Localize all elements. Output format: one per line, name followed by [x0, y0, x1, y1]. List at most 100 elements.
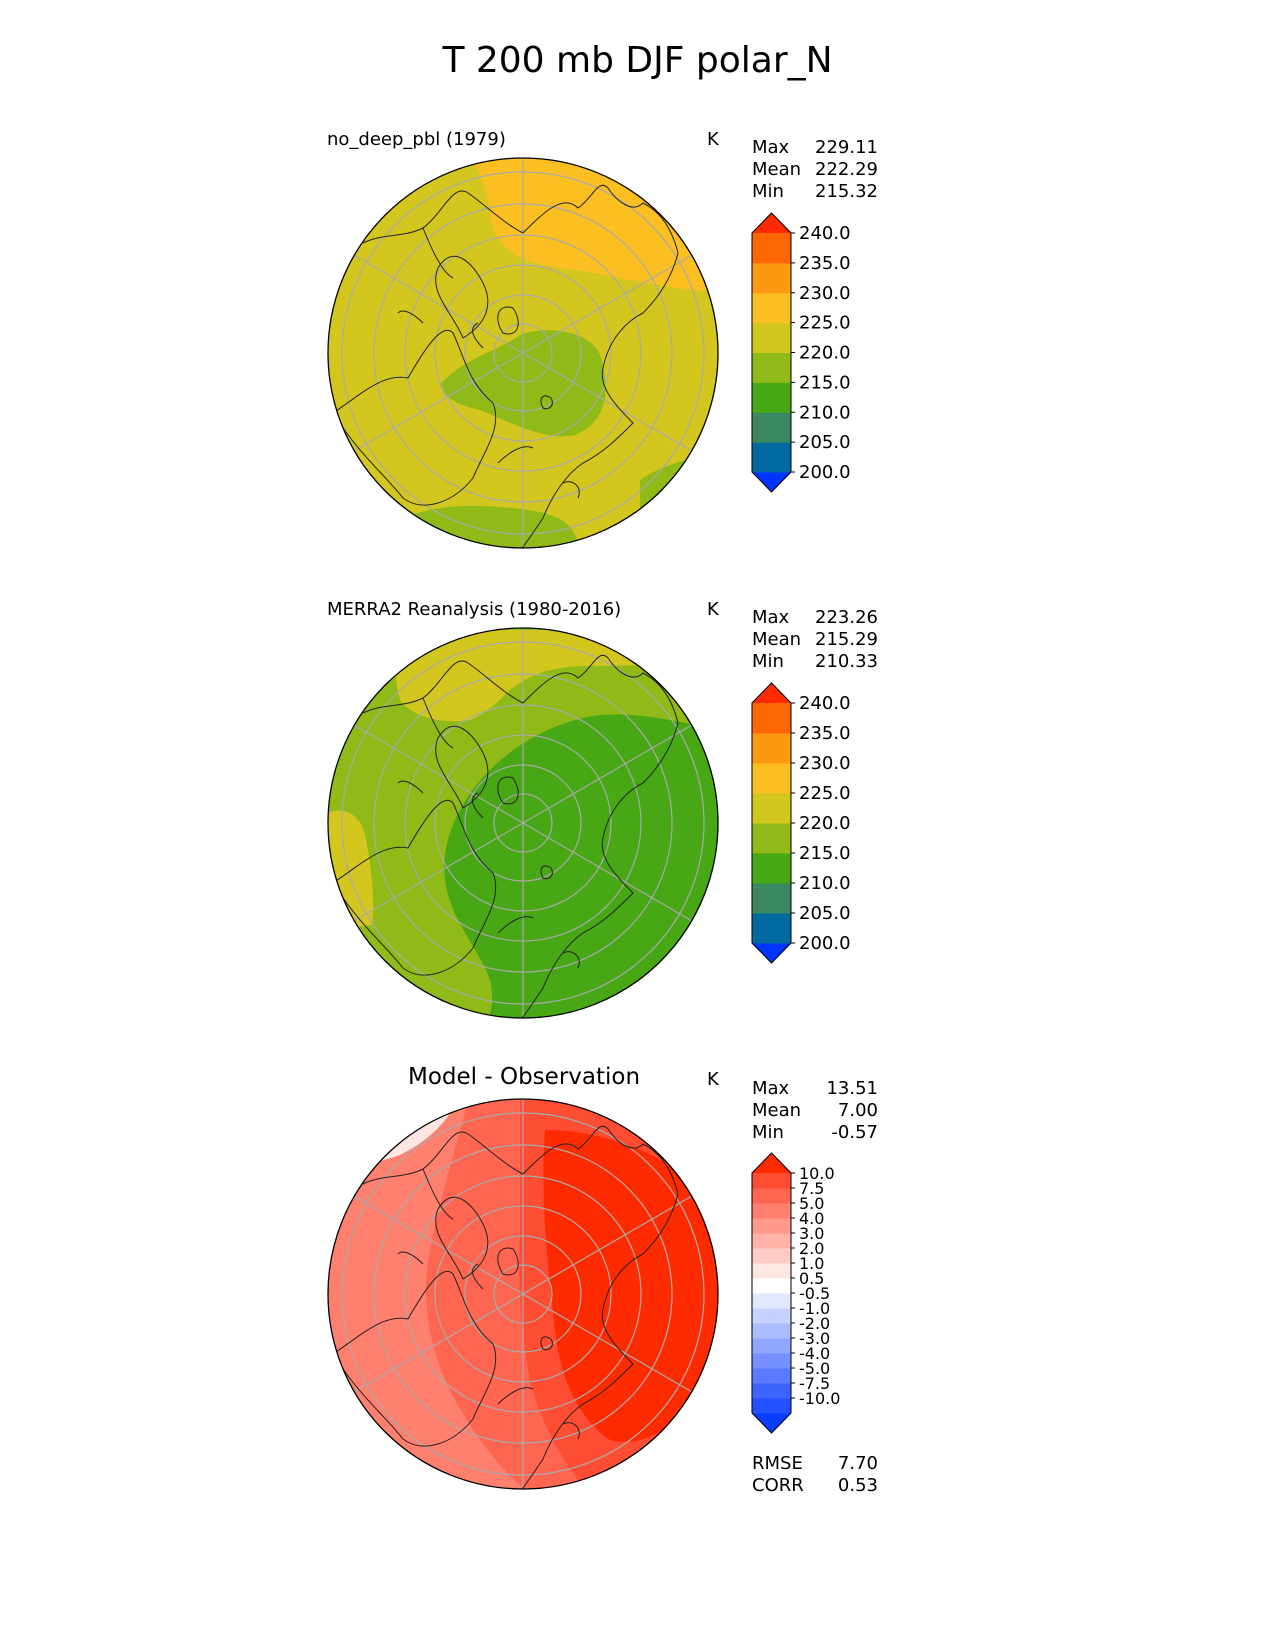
stat-value: 7.70: [837, 1453, 878, 1474]
colorbar-segment: [752, 1278, 791, 1294]
panel-3-title: Model - Observation: [408, 1064, 641, 1090]
colorbar-extend-low: [752, 943, 791, 963]
colorbar-tick-label: -4.0: [799, 1344, 830, 1363]
map-boundary: [327, 627, 719, 1019]
colorbar-tick-label: -7.5: [799, 1374, 830, 1393]
colorbar-tick-label: -0.5: [799, 1284, 830, 1303]
stat-mean-row: Mean 215.29: [752, 629, 878, 651]
stat-label: Max: [752, 607, 790, 628]
colorbar-tick-label: 205.0: [799, 432, 851, 453]
colorbar-extend-low: [752, 472, 791, 492]
stat-min-row: Min -0.57: [752, 1122, 878, 1144]
map-boundary: [327, 157, 719, 549]
colorbar-segment: [752, 382, 791, 413]
colorbar-tick-label: 4.0: [799, 1209, 824, 1228]
colorbar-tick-label: 205.0: [799, 903, 851, 924]
colorbar-segment: [752, 883, 791, 914]
colorbar-segment: [752, 292, 791, 324]
colorbar-tick-label: -1.0: [799, 1299, 830, 1318]
colorbar-tick-label: 200.0: [799, 933, 851, 954]
stat-label: Min: [752, 651, 784, 672]
colorbar-tick-label: 215.0: [799, 372, 851, 393]
colorbar-tick-label: 1.0: [799, 1254, 824, 1273]
colorbar-segment: [752, 1308, 791, 1324]
colorbar-panel-3: 10.07.55.04.03.02.01.00.5-0.5-1.0-2.0-3.…: [751, 1152, 840, 1434]
colorbar-tick-label: 230.0: [799, 753, 851, 774]
stat-label: Max: [752, 137, 790, 158]
panel-2-title: MERRA2 Reanalysis (1980-2016): [327, 599, 622, 620]
colorbar-segment: [752, 1173, 791, 1189]
stat-label: CORR: [752, 1475, 804, 1496]
colorbar-segment: [752, 1248, 791, 1264]
panel-2-units: K: [707, 599, 719, 620]
colorbar-segment: [752, 733, 791, 764]
colorbar-tick-label: -5.0: [799, 1359, 830, 1378]
graticule: [341, 628, 705, 1018]
colorbar-tick-label: 230.0: [799, 283, 851, 304]
colorbar-tick-label: 200.0: [799, 462, 851, 483]
stat-label: RMSE: [752, 1453, 803, 1474]
stat-label: Min: [752, 181, 784, 202]
colorbar-segment: [752, 352, 791, 383]
colorbar-segment: [752, 913, 791, 944]
colorbar-tick-label: 0.5: [799, 1269, 824, 1288]
stat-label: Min: [752, 1122, 784, 1143]
colorbar-tick-label: -2.0: [799, 1314, 830, 1333]
stat-label: Max: [752, 1078, 790, 1099]
panel-1-title: no_deep_pbl (1979): [327, 129, 506, 150]
colorbar-panel-1: 240.0 235.0 230.0 225.0 220.0 215.0 210.0 205.0…: [751, 212, 851, 493]
colorbar-tick-label: 235.0: [799, 723, 851, 744]
colorbar-tick-label: 210.0: [799, 402, 851, 423]
colorbar-tick-label: 220.0: [799, 343, 851, 364]
stat-mean-row: Mean 7.00: [752, 1100, 878, 1122]
stat-value: 7.00: [837, 1100, 878, 1121]
colorbar-tick-label: 240.0: [799, 223, 851, 244]
colorbar-tick-label: 210.0: [799, 873, 851, 894]
colorbar-tick-label: -3.0: [799, 1329, 830, 1348]
colorbar-extend-high: [752, 213, 791, 233]
map-panel-2: [327, 627, 719, 1019]
stat-label: Mean: [752, 629, 802, 650]
stat-value: 215.32: [815, 181, 878, 202]
stat-value: 222.29: [815, 159, 878, 180]
graticule: [341, 158, 705, 548]
stat-min-row: Min 210.33: [752, 651, 878, 673]
stat-value: 215.29: [815, 629, 878, 650]
colorbar-segment: [752, 823, 791, 854]
colorbar-segment: [752, 1218, 791, 1234]
colorbar-segment: [752, 793, 791, 824]
colorbar-segment: [752, 1383, 791, 1399]
stat-min-row: Min 215.32: [752, 181, 878, 203]
colorbar-tick-label: 225.0: [799, 313, 851, 334]
main-title: T 200 mb DJF polar_N: [442, 40, 833, 81]
colorbar-tick-label: 215.0: [799, 843, 851, 864]
colorbar-segment: [752, 412, 791, 443]
colorbar-tick-label: 7.5: [799, 1179, 824, 1198]
colorbar-tick-label: 3.0: [799, 1224, 824, 1243]
stat-rmse-row: RMSE 7.70: [752, 1453, 878, 1475]
colorbar-segment: [752, 1233, 791, 1249]
colorbar-segment: [752, 442, 791, 473]
colorbar-segment: [752, 1293, 791, 1309]
stat-value: -0.57: [831, 1122, 878, 1143]
colorbar-segment: [752, 1203, 791, 1219]
colorbar-segment: [752, 1368, 791, 1384]
stat-max-row: Max 13.51: [752, 1078, 878, 1100]
colorbar-extend-high: [752, 1153, 791, 1173]
panel-1-stats: Max 229.11 Mean 222.29 Min 215.32: [752, 137, 878, 203]
colorbar-tick-label: 10.0: [799, 1164, 835, 1183]
colorbar-segment: [752, 703, 791, 734]
colorbar-extend-high: [752, 683, 791, 703]
panel-3-stats: Max 13.51 Mean 7.00 Min -0.57: [752, 1078, 878, 1144]
stat-label: Mean: [752, 1100, 802, 1121]
map-panel-3: [327, 1098, 719, 1490]
stat-max-row: Max 229.11: [752, 137, 878, 159]
colorbar-segment: [752, 1188, 791, 1204]
colorbar-panel-2: 240.0 235.0 230.0 225.0 220.0 215.0 210.0 205.0…: [751, 682, 851, 964]
colorbar-segment: [752, 763, 791, 794]
colorbar-segment: [752, 853, 791, 884]
stat-value: 229.11: [815, 137, 878, 158]
stat-value: 13.51: [826, 1078, 878, 1099]
stat-mean-row: Mean 222.29: [752, 159, 878, 181]
